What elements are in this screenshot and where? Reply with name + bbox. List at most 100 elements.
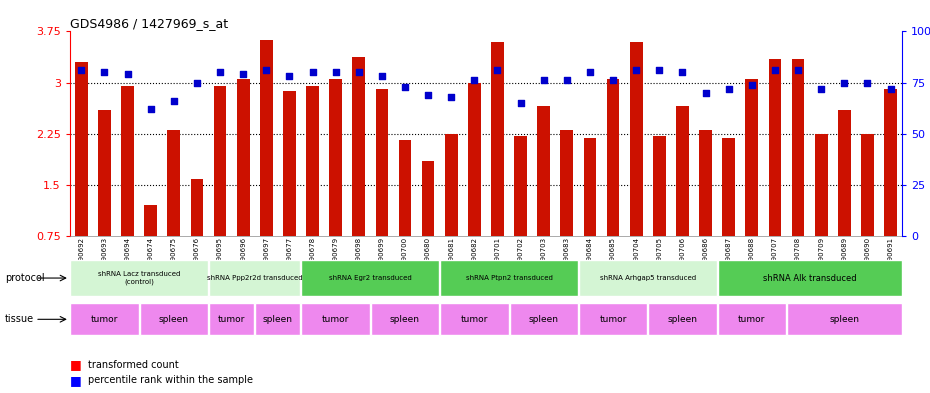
Bar	[838, 110, 851, 236]
Text: tumor: tumor	[322, 315, 350, 324]
Bar	[255, 303, 300, 335]
Bar	[723, 138, 735, 236]
Text: shRNA Egr2 transduced: shRNA Egr2 transduced	[329, 275, 412, 281]
Bar	[440, 260, 578, 296]
Bar	[306, 86, 319, 236]
Bar	[301, 303, 370, 335]
Point	[513, 100, 528, 106]
Point	[744, 81, 759, 88]
Text: tumor: tumor	[460, 315, 488, 324]
Bar	[578, 260, 717, 296]
Point	[605, 77, 620, 84]
Text: spleen: spleen	[390, 315, 420, 324]
Point	[397, 83, 412, 90]
Point	[73, 67, 88, 73]
Bar	[422, 161, 434, 236]
Bar	[648, 303, 717, 335]
Bar	[514, 136, 527, 236]
Bar	[371, 303, 439, 335]
Point	[722, 86, 737, 92]
Bar	[352, 57, 365, 236]
Bar	[787, 303, 902, 335]
Bar	[768, 59, 781, 236]
Point	[767, 67, 782, 73]
Point	[190, 79, 205, 86]
Text: protocol: protocol	[5, 273, 45, 283]
Point	[352, 69, 366, 75]
Point	[582, 69, 597, 75]
Point	[97, 69, 112, 75]
Text: ■: ■	[70, 358, 82, 371]
Point	[282, 73, 297, 79]
Text: spleen: spleen	[159, 315, 189, 324]
Bar	[214, 86, 226, 236]
Point	[629, 67, 644, 73]
Bar	[237, 79, 249, 236]
Bar	[283, 91, 296, 236]
Bar	[376, 89, 388, 236]
Text: spleen: spleen	[830, 315, 859, 324]
Point	[675, 69, 690, 75]
Bar	[630, 42, 643, 236]
Point	[420, 92, 435, 98]
Bar	[98, 110, 111, 236]
Text: spleen: spleen	[263, 315, 293, 324]
Bar	[70, 260, 208, 296]
Point	[213, 69, 228, 75]
Bar	[445, 134, 458, 236]
Bar	[718, 303, 786, 335]
Bar	[815, 134, 828, 236]
Text: GDS4986 / 1427969_s_at: GDS4986 / 1427969_s_at	[70, 17, 228, 30]
Bar	[584, 138, 596, 236]
Point	[560, 77, 575, 84]
Text: shRNA Ptpn2 transduced: shRNA Ptpn2 transduced	[466, 275, 552, 281]
Point	[143, 106, 158, 112]
Point	[860, 79, 875, 86]
Point	[652, 67, 667, 73]
Bar	[75, 62, 87, 236]
Text: spleen: spleen	[529, 315, 559, 324]
Point	[120, 71, 135, 77]
Bar	[259, 40, 272, 236]
Text: spleen: spleen	[668, 315, 698, 324]
Text: ■: ■	[70, 374, 82, 387]
Bar	[884, 89, 897, 236]
Bar	[191, 179, 204, 236]
Text: tissue: tissue	[5, 314, 33, 324]
Bar	[70, 303, 139, 335]
Text: tumor: tumor	[91, 315, 118, 324]
Point	[444, 94, 458, 100]
Bar	[861, 134, 874, 236]
Point	[790, 67, 805, 73]
Bar	[491, 42, 504, 236]
Bar	[718, 260, 902, 296]
Bar	[791, 59, 804, 236]
Point	[467, 77, 482, 84]
Bar	[329, 79, 342, 236]
Bar	[209, 260, 300, 296]
Bar	[209, 303, 254, 335]
Bar	[578, 303, 647, 335]
Bar	[561, 130, 573, 236]
Bar	[167, 130, 180, 236]
Point	[328, 69, 343, 75]
Bar	[606, 79, 619, 236]
Point	[166, 98, 181, 104]
Point	[490, 67, 505, 73]
Text: shRNA Lacz transduced
(control): shRNA Lacz transduced (control)	[98, 271, 180, 285]
Bar	[144, 205, 157, 236]
Bar	[440, 303, 509, 335]
Text: shRNA Arhgap5 transduced: shRNA Arhgap5 transduced	[600, 275, 696, 281]
Point	[537, 77, 551, 84]
Point	[837, 79, 852, 86]
Point	[698, 90, 713, 96]
Text: tumor: tumor	[600, 315, 627, 324]
Bar	[510, 303, 578, 335]
Bar	[301, 260, 439, 296]
Text: percentile rank within the sample: percentile rank within the sample	[88, 375, 253, 386]
Bar	[140, 303, 208, 335]
Text: tumor: tumor	[738, 315, 765, 324]
Text: tumor: tumor	[218, 315, 246, 324]
Point	[305, 69, 320, 75]
Bar	[538, 107, 550, 236]
